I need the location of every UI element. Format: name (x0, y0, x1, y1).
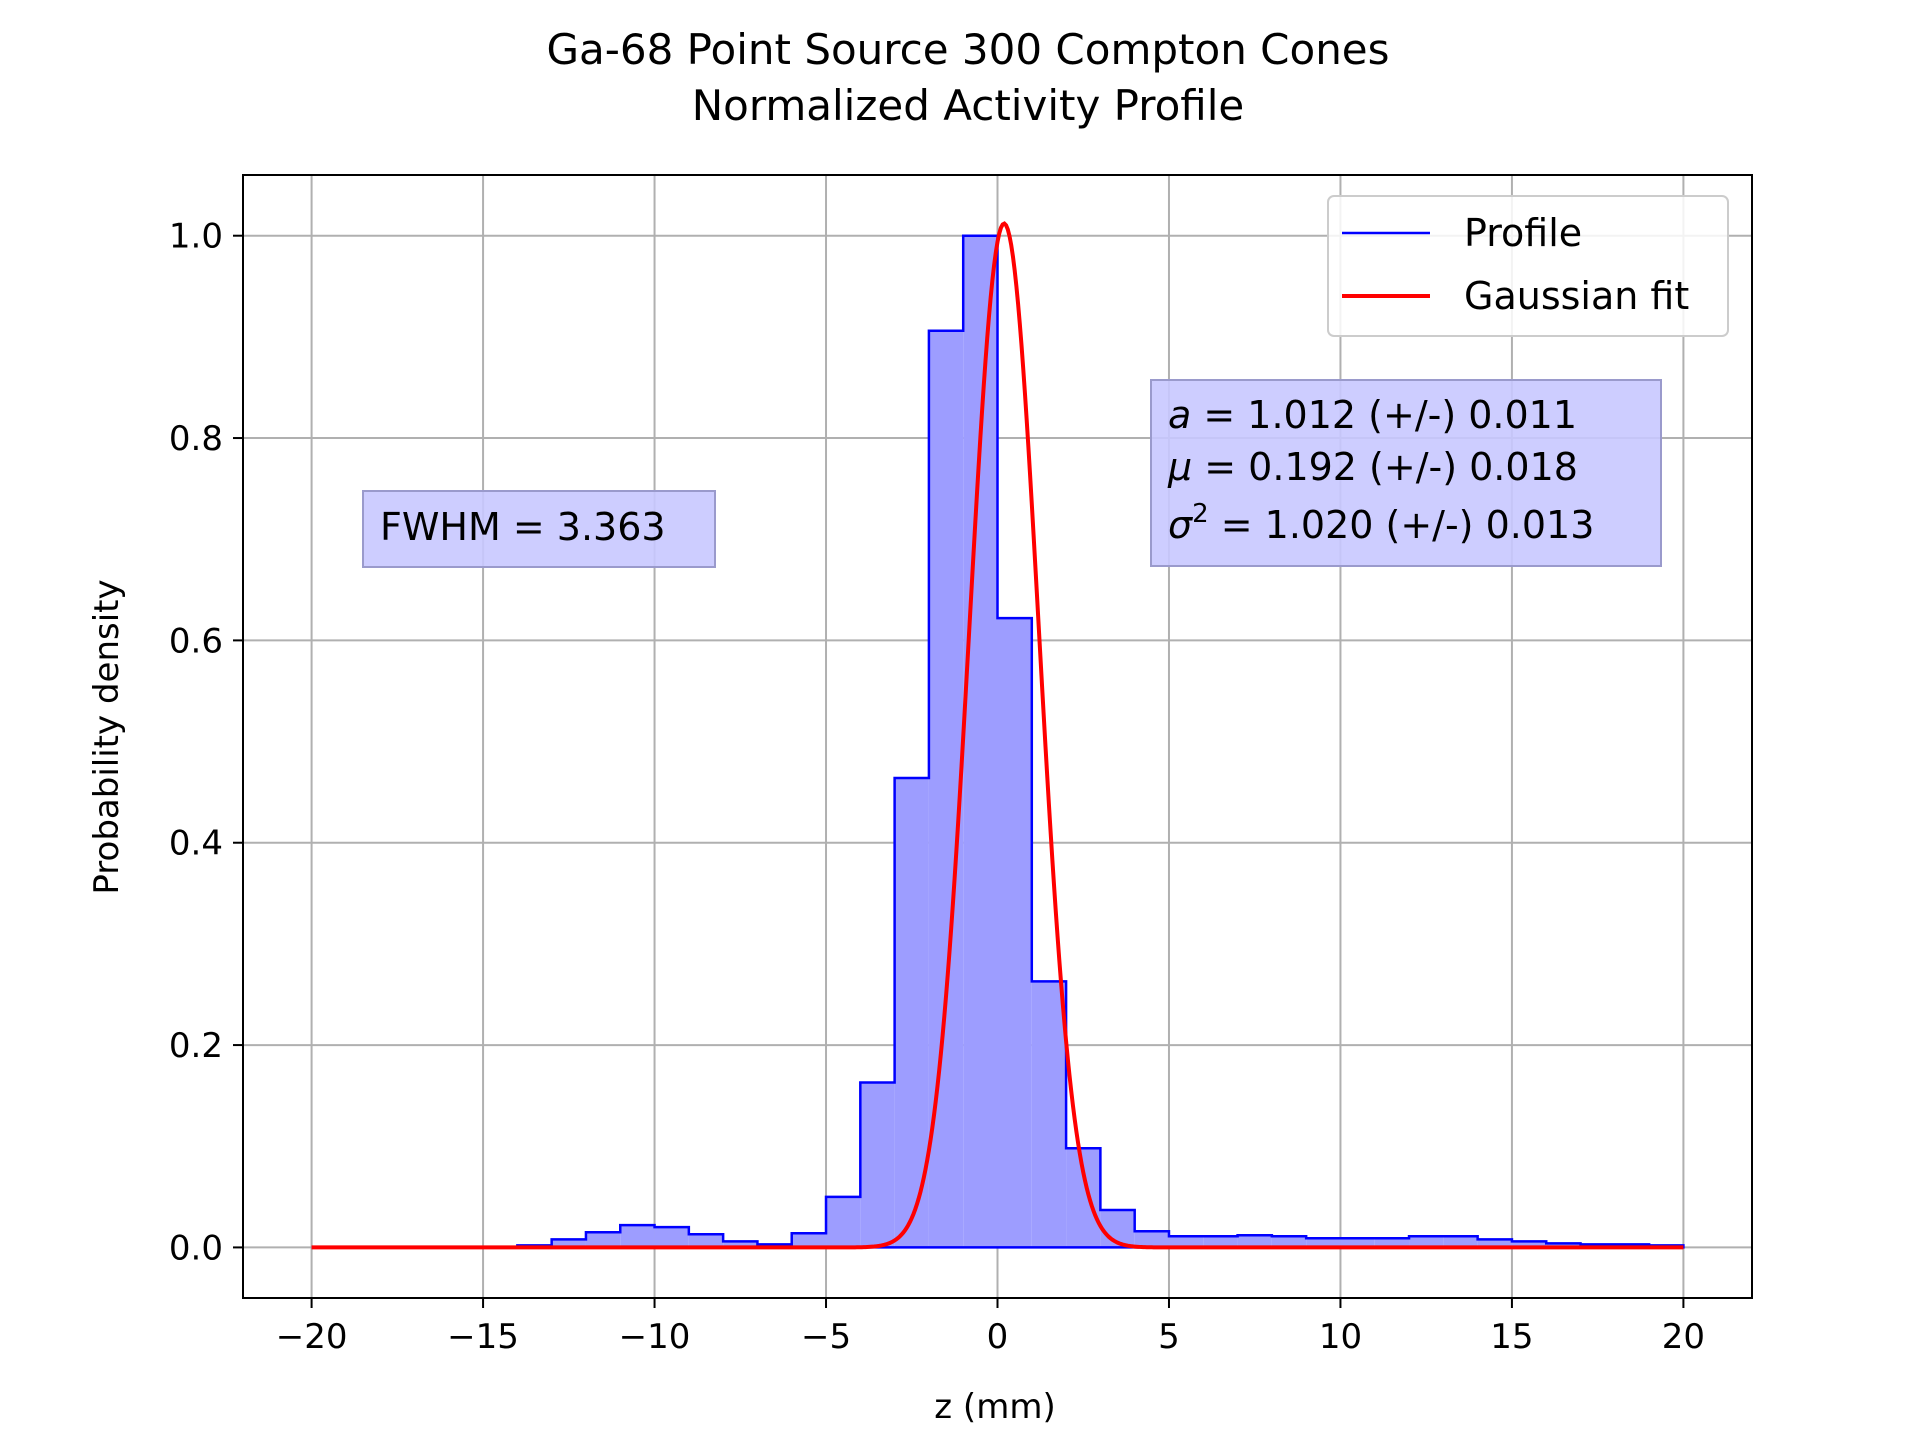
histogram-bar (723, 1241, 758, 1248)
histogram-bar (1340, 1238, 1375, 1248)
x-tick-label: −20 (276, 1317, 348, 1357)
fit-param-sigma2: σ2 = 1.020 (+/-) 0.013 (1168, 499, 1594, 547)
legend-profile-label: Profile (1464, 211, 1582, 255)
histogram-bar (826, 1196, 861, 1248)
legend-box (1327, 195, 1729, 337)
y-tick-label: 0.4 (169, 824, 223, 864)
x-tick-label: −10 (619, 1317, 691, 1357)
histogram-bar (1409, 1236, 1444, 1248)
y-tick-label: 1.0 (169, 217, 223, 257)
chart-subtitle: Normalized Activity Profile (692, 81, 1245, 130)
histogram-bar (1374, 1238, 1410, 1248)
histogram-bar (997, 618, 1032, 1248)
chart-title: Ga-68 Point Source 300 Compton Cones (546, 25, 1389, 74)
histogram-bar (791, 1233, 827, 1248)
fit-param-sigma-exponent: 2 (1192, 499, 1209, 529)
histogram-bar (1306, 1238, 1341, 1248)
x-tick-label: 20 (1662, 1317, 1705, 1357)
y-axis-label: Probability density (87, 579, 127, 894)
profile-step-line (311, 234, 1685, 1249)
y-tick-label: 0.0 (169, 1228, 223, 1268)
histogram-bar (688, 1234, 724, 1248)
fit-param-mu-value: = 0.192 (+/-) 0.018 (1192, 445, 1578, 489)
fit-param-sigma-symbol: σ (1168, 503, 1194, 547)
histogram-bar (1203, 1236, 1238, 1248)
axis-ticks: −20 −15 −10 −5 0 5 10 15 20 0.0 0.2 0.4 0.6 0.8 1.0 (169, 217, 1705, 1357)
y-tick-label: 0.6 (169, 621, 223, 661)
fit-params-annotation: a = 1.012 (+/-) 0.011 μ = 0.192 (+/-) 0.… (1150, 379, 1662, 567)
histogram-bar (620, 1225, 655, 1248)
histogram-bar (1168, 1236, 1204, 1248)
legend: Profile Gaussian fit (1327, 195, 1729, 337)
fit-param-a-value: = 1.012 (+/-) 0.011 (1191, 393, 1577, 437)
histogram-bar (860, 1082, 895, 1248)
y-tick-label: 0.2 (169, 1026, 223, 1066)
fwhm-box (362, 490, 716, 568)
fwhm-annotation: FWHM = 3.363 (362, 490, 716, 568)
x-tick-label: 10 (1319, 1317, 1362, 1357)
x-axis-label: z (mm) (934, 1387, 1055, 1427)
histogram-bar (654, 1227, 689, 1248)
histogram-bar (1237, 1235, 1272, 1248)
y-tick-label: 0.8 (169, 419, 223, 459)
x-tick-label: −15 (447, 1317, 519, 1357)
x-tick-label: 15 (1490, 1317, 1533, 1357)
histogram-bar (963, 235, 998, 1248)
fit-param-sigma-value: = 1.020 (+/-) 0.013 (1209, 503, 1595, 547)
histogram-bar (1031, 981, 1067, 1248)
x-tick-label: −5 (801, 1317, 851, 1357)
gaussian-fit-line (311, 221, 1684, 1250)
histogram-bar (1477, 1239, 1512, 1248)
histogram-bar (1511, 1241, 1547, 1248)
fwhm-text: FWHM = 3.363 (380, 505, 666, 549)
fit-param-mu-symbol: μ (1167, 445, 1192, 489)
fit-param-a: a = 1.012 (+/-) 0.011 (1168, 393, 1577, 437)
histogram-bar (585, 1232, 621, 1248)
histogram-bar (1271, 1236, 1307, 1248)
x-tick-label: 5 (1158, 1317, 1180, 1357)
histogram-bar (894, 777, 929, 1248)
histogram-bar (1134, 1231, 1169, 1248)
legend-gaussian-label: Gaussian fit (1464, 274, 1689, 318)
histogram-bar (551, 1239, 586, 1248)
fit-param-a-symbol: a (1168, 393, 1191, 437)
histogram-bar (1546, 1243, 1581, 1248)
x-tick-label: 0 (987, 1317, 1009, 1357)
fit-params-box (1150, 379, 1662, 567)
fit-param-mu: μ = 0.192 (+/-) 0.018 (1167, 445, 1578, 489)
histogram-bar (1443, 1236, 1478, 1248)
